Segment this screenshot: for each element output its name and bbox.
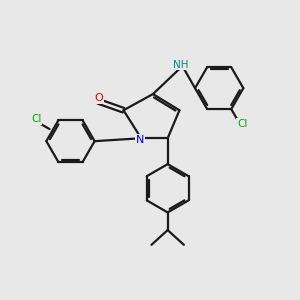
Text: N: N [136,135,144,145]
Text: O: O [94,93,103,103]
Text: Cl: Cl [31,114,41,124]
Text: Cl: Cl [237,119,248,129]
Text: NH: NH [173,60,189,70]
